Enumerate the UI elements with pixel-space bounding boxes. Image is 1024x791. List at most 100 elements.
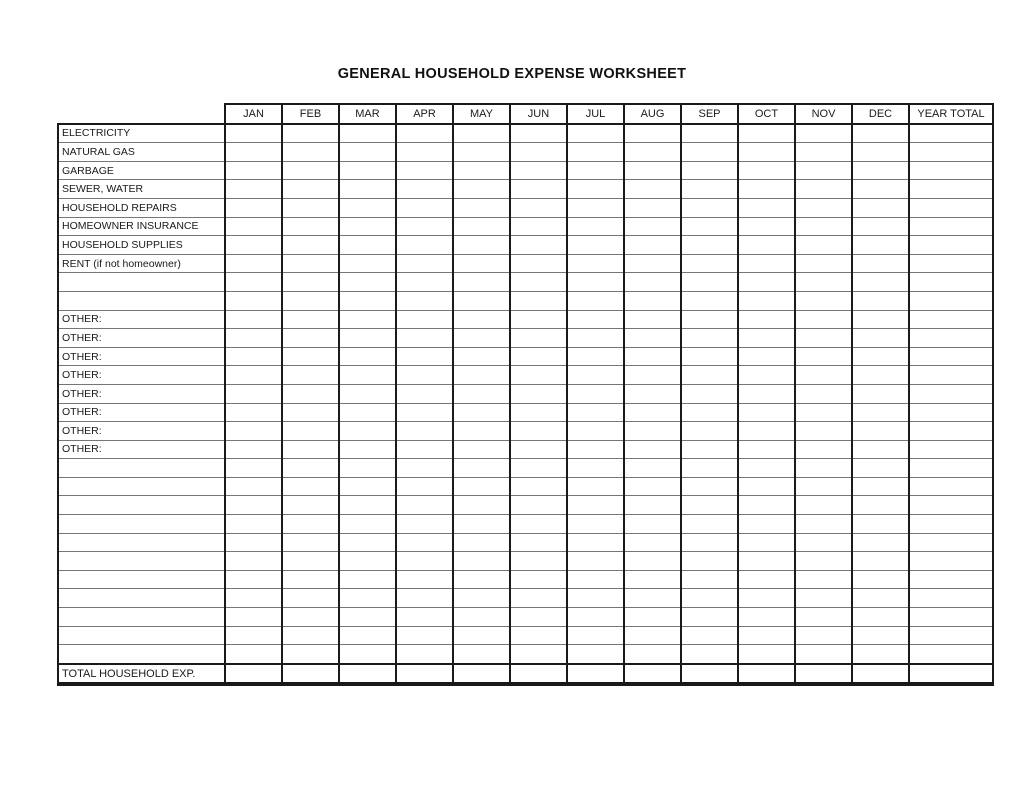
header-corner-spacer: [58, 104, 225, 124]
month-value-cell: [395, 122, 454, 144]
month-value-cell: [281, 253, 340, 274]
month-value-cell: [281, 421, 340, 441]
month-value-cell: [623, 272, 682, 292]
row-label: HOMEOWNER INSURANCE: [57, 216, 226, 237]
month-value-cell: [338, 235, 397, 255]
row-label: OTHER:: [57, 365, 226, 385]
month-value-cell: [794, 160, 853, 181]
month-value-cell: [338, 532, 397, 553]
month-value-cell: [794, 402, 853, 423]
month-value-cell: [623, 346, 682, 367]
month-value-cell: [395, 644, 454, 665]
month-value-cell: [737, 122, 796, 144]
month-value-cell: [566, 328, 625, 348]
month-value-cell: [224, 662, 283, 687]
month-value-cell: [851, 532, 910, 553]
month-value-cell: [224, 569, 283, 590]
month-value-cell: [794, 476, 853, 497]
month-value-cell: [395, 421, 454, 441]
month-value-cell: [395, 476, 454, 497]
month-value-cell: [794, 346, 853, 367]
row-label-blank: [57, 514, 226, 534]
month-value-cell: [794, 197, 853, 218]
month-value-cell: [395, 458, 454, 478]
month-value-cell: [509, 569, 568, 590]
month-value-cell: [794, 495, 853, 516]
month-value-cell: [566, 402, 625, 423]
month-value-cell: [680, 476, 739, 497]
month-value-cell: [794, 290, 853, 311]
month-value-cell: [509, 421, 568, 441]
month-value-cell: [509, 495, 568, 516]
month-value-cell: [224, 122, 283, 144]
month-value-cell: [281, 365, 340, 385]
month-value-cell: [794, 439, 853, 460]
month-value-cell: [224, 458, 283, 478]
month-value-cell: [281, 551, 340, 571]
month-value-cell: [737, 216, 796, 237]
month-value-cell: [566, 160, 625, 181]
month-value-cell: [566, 514, 625, 534]
month-value-cell: [680, 122, 739, 144]
month-value-cell: [338, 662, 397, 687]
month-value-cell: [224, 383, 283, 404]
year-total-value-cell: [908, 476, 994, 497]
month-value-cell: [737, 569, 796, 590]
month-value-cell: [623, 625, 682, 646]
month-value-cell: [737, 588, 796, 609]
month-value-cell: [794, 328, 853, 348]
month-value-cell: [566, 235, 625, 255]
year-total-value-cell: [908, 142, 994, 162]
year-total-value-cell: [908, 365, 994, 385]
month-value-cell: [281, 644, 340, 665]
month-value-cell: [338, 253, 397, 274]
column-header-year-total: YEAR TOTAL: [908, 103, 994, 125]
month-value-cell: [224, 253, 283, 274]
month-value-cell: [566, 142, 625, 162]
month-value-cell: [737, 179, 796, 199]
month-value-cell: [794, 309, 853, 330]
month-value-cell: [566, 365, 625, 385]
month-value-cell: [224, 644, 283, 665]
month-value-cell: [623, 476, 682, 497]
month-value-cell: [338, 569, 397, 590]
month-value-cell: [452, 197, 511, 218]
month-value-cell: [851, 551, 910, 571]
table-row-blank: [57, 495, 994, 516]
month-value-cell: [680, 216, 739, 237]
year-total-value-cell: [908, 532, 994, 553]
month-value-cell: [680, 160, 739, 181]
month-value-cell: [794, 365, 853, 385]
row-label: NATURAL GAS: [57, 142, 226, 162]
column-header-jul: JUL: [566, 103, 625, 125]
month-value-cell: [566, 309, 625, 330]
month-value-cell: [224, 625, 283, 646]
month-value-cell: [338, 179, 397, 199]
year-total-value-cell: [908, 439, 994, 460]
month-value-cell: [509, 309, 568, 330]
table-row-other: OTHER:: [57, 402, 994, 423]
month-value-cell: [623, 383, 682, 404]
month-value-cell: [395, 514, 454, 534]
month-value-cell: [509, 383, 568, 404]
month-value-cell: [566, 421, 625, 441]
month-value-cell: [737, 421, 796, 441]
table-row-other: OTHER:: [57, 383, 994, 404]
month-value-cell: [452, 160, 511, 181]
month-value-cell: [338, 216, 397, 237]
month-value-cell: [737, 383, 796, 404]
month-value-cell: [338, 421, 397, 441]
month-value-cell: [623, 458, 682, 478]
month-value-cell: [623, 328, 682, 348]
month-value-cell: [224, 216, 283, 237]
month-value-cell: [281, 439, 340, 460]
month-value-cell: [737, 662, 796, 687]
month-value-cell: [224, 607, 283, 627]
month-value-cell: [452, 365, 511, 385]
month-value-cell: [737, 272, 796, 292]
month-value-cell: [851, 495, 910, 516]
month-value-cell: [623, 644, 682, 665]
month-value-cell: [338, 495, 397, 516]
table-body: ELECTRICITY NATURAL GAS GARBAGE SEWER, WATE…: [57, 122, 994, 687]
month-value-cell: [338, 551, 397, 571]
